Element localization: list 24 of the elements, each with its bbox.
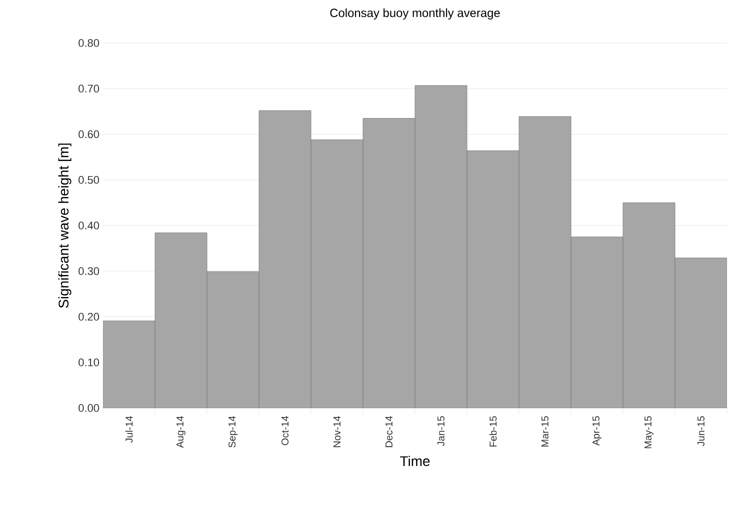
y-tick-label: 0.20 <box>78 312 100 321</box>
y-tick-label: 0.80 <box>78 39 100 47</box>
y-axis-title: Significant wave height [m] <box>58 144 72 308</box>
x-tick-label: Mar-15 <box>542 416 548 447</box>
y-tick-label: 0.00 <box>78 404 100 412</box>
y-tick-label: 0.40 <box>78 222 100 230</box>
x-tick-label: Oct-14 <box>281 416 289 446</box>
x-tick-label: May-15 <box>644 416 654 448</box>
x-axis-title: Time <box>400 456 430 466</box>
y-tick-label: 0.50 <box>78 176 100 184</box>
x-tick-label: Nov-14 <box>334 416 340 448</box>
x-tick-label: Sep-14 <box>228 416 238 448</box>
x-tick-label: Jan-15 <box>438 416 444 446</box>
x-tick-label: Apr-15 <box>592 416 602 446</box>
x-tick-label: Jul-14 <box>125 416 133 443</box>
x-tick-label: Feb-15 <box>489 416 497 447</box>
y-tick-label: 0.60 <box>78 130 100 138</box>
x-tick-label: Aug-14 <box>176 416 186 448</box>
x-tick-label: Dec-14 <box>386 416 392 448</box>
y-tick-label: 0.70 <box>78 84 100 93</box>
y-tick-label: 0.30 <box>78 267 100 276</box>
chart-title: Colonsay buoy monthly average <box>330 8 500 20</box>
x-tick-label: Jun-15 <box>698 416 704 446</box>
y-tick-label: 0.10 <box>78 358 100 366</box>
